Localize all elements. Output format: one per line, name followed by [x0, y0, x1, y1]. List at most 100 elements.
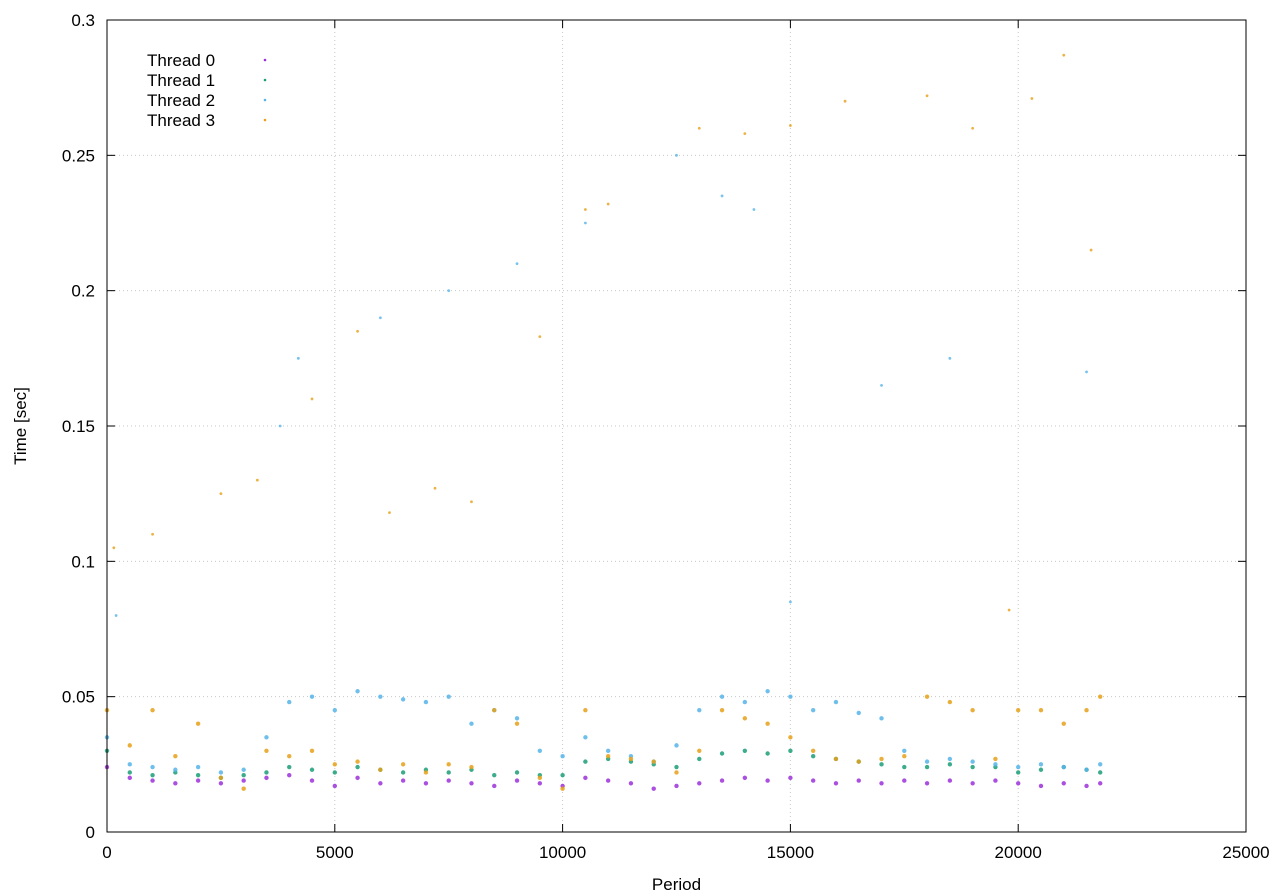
- data-point: [810, 708, 816, 713]
- x-tick-label: 20000: [995, 843, 1042, 862]
- y-tick-label: 0.05: [62, 688, 95, 707]
- data-point: [856, 710, 861, 716]
- data-point: [924, 694, 930, 699]
- data-point: [1084, 708, 1089, 713]
- data-point: [742, 775, 748, 781]
- legend-marker: [263, 58, 267, 62]
- data-point: [970, 764, 975, 770]
- y-tick-label: 0.1: [71, 552, 95, 571]
- data-point: [241, 772, 246, 778]
- data-point: [879, 762, 884, 767]
- data-point: [264, 775, 269, 781]
- legend-label: Thread 2: [147, 91, 215, 110]
- data-point: [1098, 781, 1103, 786]
- data-point: [195, 778, 201, 783]
- data-point: [469, 764, 474, 770]
- data-point: [287, 764, 292, 770]
- data-point: [924, 759, 930, 764]
- data-point: [742, 748, 748, 753]
- data-point: [195, 772, 201, 778]
- data-point: [993, 756, 998, 762]
- data-point: [788, 748, 793, 753]
- data-point: [241, 778, 246, 783]
- data-point: [423, 781, 429, 786]
- series-1: [104, 748, 1103, 781]
- outlier-point: [151, 532, 154, 536]
- outlier-point: [255, 478, 259, 482]
- y-tick-label: 0.15: [62, 417, 95, 436]
- data-point: [560, 754, 565, 759]
- data-point: [970, 759, 975, 764]
- data-point: [446, 770, 451, 775]
- data-point: [309, 694, 315, 699]
- data-point: [1016, 764, 1021, 770]
- legend-label: Thread 1: [147, 71, 215, 90]
- data-point: [697, 781, 702, 786]
- data-point: [127, 770, 132, 775]
- data-point: [1038, 708, 1044, 713]
- data-point: [924, 781, 930, 786]
- x-tick-label: 25000: [1222, 843, 1269, 862]
- data-point: [355, 775, 360, 781]
- legend-marker: [263, 98, 267, 102]
- data-point: [492, 708, 497, 713]
- outlier-point: [447, 289, 451, 293]
- data-point: [902, 778, 907, 783]
- outlier-point: [278, 424, 282, 428]
- data-point: [127, 743, 132, 748]
- data-point: [378, 767, 383, 772]
- outlier-point: [1089, 248, 1093, 252]
- grid: [107, 20, 1246, 832]
- outlier-point: [1007, 608, 1011, 612]
- outlier-point: [789, 124, 792, 127]
- data-point: [150, 708, 155, 713]
- data-point: [993, 778, 998, 783]
- data-point: [833, 756, 839, 762]
- data-point: [1098, 770, 1103, 775]
- y-tick-label: 0.2: [71, 282, 95, 301]
- data-point: [332, 770, 337, 775]
- data-point: [583, 775, 588, 781]
- outlier-point: [538, 335, 542, 339]
- data-point: [218, 775, 224, 781]
- data-point: [719, 751, 725, 756]
- data-point: [1061, 721, 1066, 726]
- legend-marker: [263, 78, 267, 82]
- data-point: [788, 735, 793, 740]
- data-point: [651, 759, 656, 764]
- data-point: [446, 694, 451, 699]
- data-point: [742, 716, 748, 721]
- data-point: [446, 762, 451, 767]
- outlier-point: [112, 546, 116, 550]
- y-tick-label: 0: [86, 823, 95, 842]
- data-point: [902, 754, 907, 759]
- data-point: [400, 762, 406, 767]
- outlier-point: [583, 221, 587, 225]
- points-layer: [104, 53, 1103, 791]
- data-point: [514, 716, 520, 721]
- data-point: [309, 748, 315, 753]
- data-point: [833, 781, 839, 786]
- data-point: [605, 748, 611, 753]
- data-point: [469, 721, 474, 726]
- data-point: [970, 781, 975, 786]
- data-point: [674, 764, 679, 770]
- y-tick-label: 0.3: [71, 11, 95, 30]
- outlier-point: [515, 262, 519, 265]
- outlier-point: [114, 614, 118, 617]
- data-point: [355, 764, 360, 770]
- data-point: [332, 783, 337, 789]
- data-point: [560, 772, 565, 778]
- data-point: [241, 767, 246, 772]
- legend-marker: [263, 118, 267, 122]
- data-point: [674, 770, 679, 775]
- legend-label: Thread 3: [147, 111, 215, 130]
- data-point: [605, 754, 611, 759]
- data-point: [400, 778, 406, 783]
- data-point: [355, 759, 360, 764]
- data-point: [879, 756, 884, 762]
- data-point: [264, 735, 269, 740]
- outlier-point: [1030, 97, 1034, 100]
- data-point: [195, 721, 201, 726]
